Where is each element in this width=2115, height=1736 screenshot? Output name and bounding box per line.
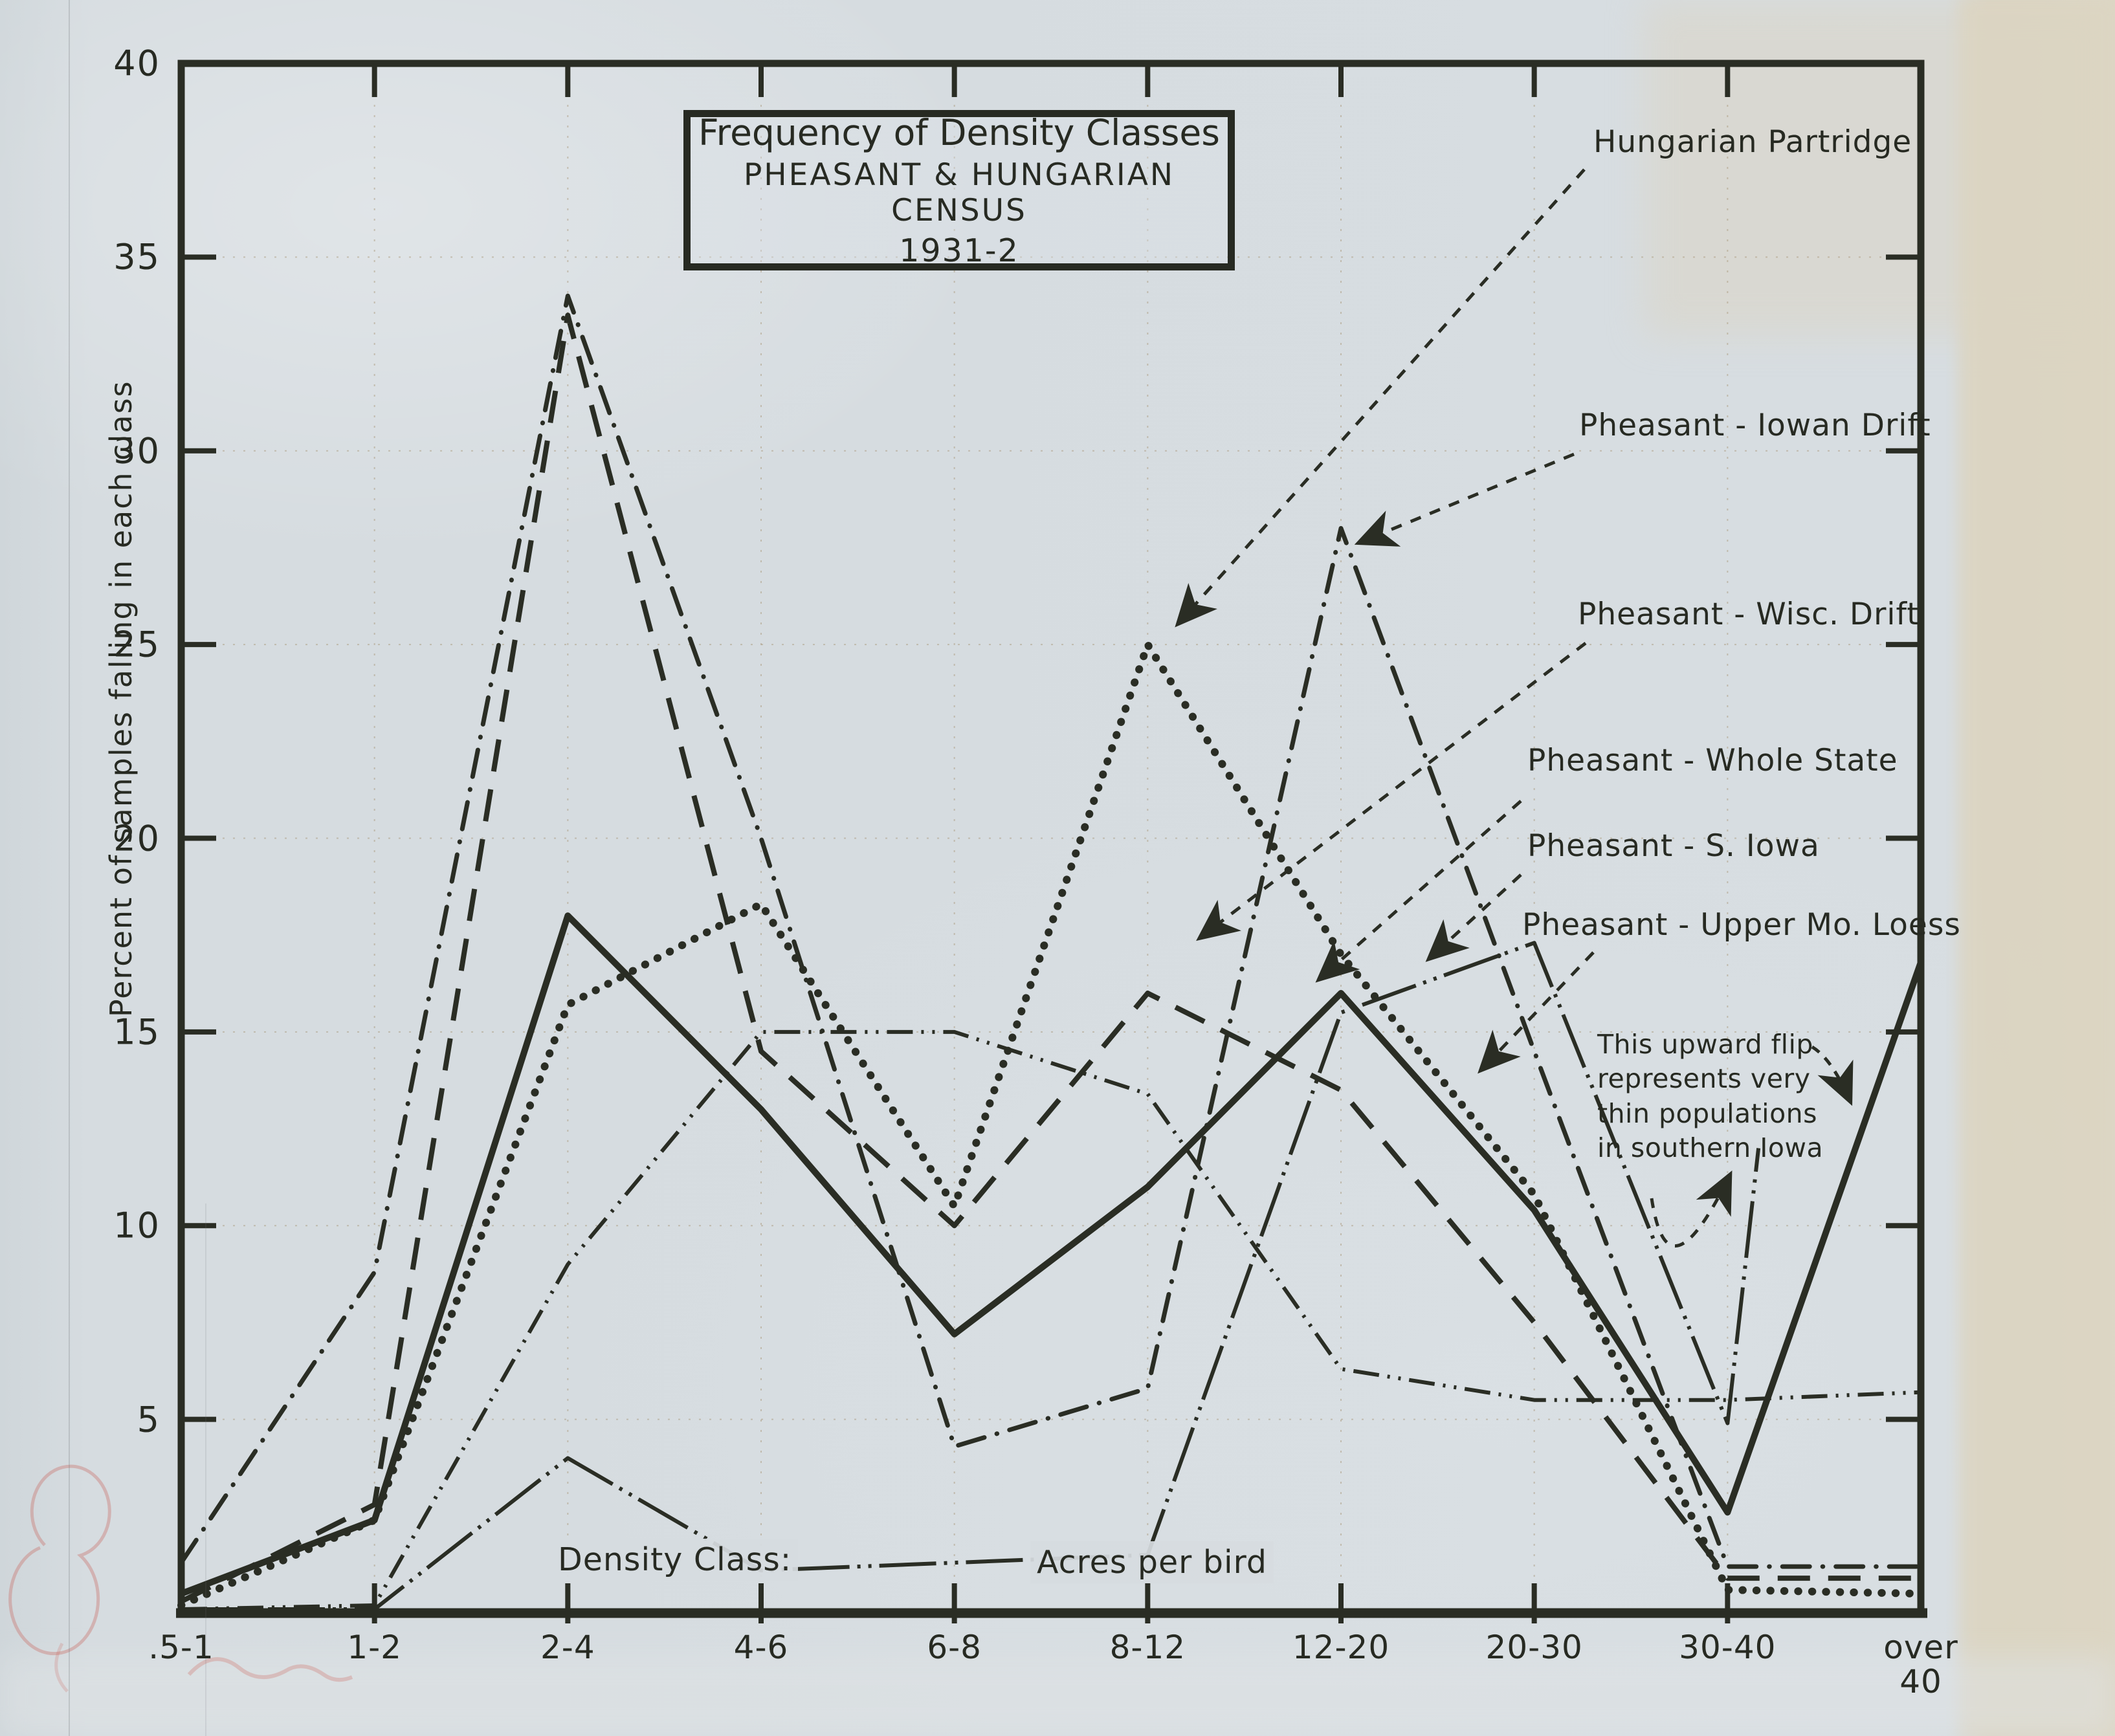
- red-pencil-marks: [8, 1464, 353, 1693]
- red-stroke: [54, 1642, 69, 1693]
- series-line-mo_loess: [181, 1029, 1921, 1612]
- legend-label-whole-state: Pheasant - Whole State: [1527, 743, 1898, 778]
- chart-title-box: Frequency of Density Classes PHEASANT & …: [683, 110, 1235, 270]
- chart-period: 1931-2: [899, 232, 1019, 269]
- y-tick-label-25: 25: [113, 624, 161, 665]
- legend-arrow-wisc: [1196, 642, 1587, 941]
- annotation-line: thin populations: [1597, 1097, 1818, 1129]
- legend-label-s-iowa: Pheasant - S. Iowa: [1527, 828, 1820, 864]
- legend-arrow-iowan: [1354, 452, 1575, 547]
- legend-arrow-mo_loess: [1478, 951, 1595, 1074]
- annotation-arrow-to-flip: [1650, 1170, 1733, 1248]
- legend-label-upper-mo-loess: Pheasant - Upper Mo. Loess: [1522, 907, 1961, 943]
- x-tick-label-12-20: 12-20: [1292, 1629, 1390, 1666]
- red-handwriting-scribble: [187, 1657, 353, 1682]
- annotation-line: This upward flip: [1597, 1029, 1813, 1060]
- legend-arrow-whole_state: [1315, 800, 1522, 983]
- x-axis-label-density-class: Density Class:: [551, 1539, 799, 1581]
- y-tick-label-15: 15: [113, 1011, 161, 1053]
- axes-frame: [176, 60, 1927, 1623]
- legend-label-iowan-drift: Pheasant - Iowan Drift: [1579, 408, 1931, 443]
- y-tick-label-40: 40: [113, 43, 161, 84]
- x-tick-label-.5-1: .5-1: [148, 1629, 214, 1666]
- x-axis-label-acres-per-bird: Acres per bird: [1030, 1541, 1274, 1583]
- y-tick-label-20: 20: [113, 818, 161, 859]
- x-tick-label-8-12: 8-12: [1109, 1629, 1186, 1666]
- series-line-whole_state: [178, 912, 1924, 1598]
- upward-flip-annotation: This upward flip represents very thin po…: [1597, 1027, 1823, 1165]
- red-circle-scribble: [8, 1464, 111, 1656]
- annotation-line: represents very: [1597, 1063, 1811, 1095]
- x-tick-label-over 40: over 40: [1883, 1629, 1958, 1700]
- data-series-lines: [177, 293, 1925, 1612]
- y-tick-label-5: 5: [137, 1399, 161, 1440]
- x-tick-label-1-2: 1-2: [347, 1629, 402, 1666]
- series-line-wisc: [180, 313, 1921, 1604]
- legend-label-wisc-drift: Pheasant - Wisc. Drift: [1578, 597, 1920, 632]
- legend-label-hungarian-partridge: Hungarian Partridge: [1593, 124, 1912, 160]
- x-tick-label-20-30: 20-30: [1485, 1629, 1583, 1666]
- y-tick-label-35: 35: [113, 236, 161, 278]
- x-tick-label-30-40: 30-40: [1679, 1629, 1777, 1666]
- annotation-line: in southern Iowa: [1597, 1132, 1824, 1163]
- legend-arrow-hungarian: [1175, 168, 1586, 628]
- y-tick-label-10: 10: [113, 1205, 161, 1246]
- series-line-hungarian: [177, 641, 1925, 1610]
- y-tick-label-30: 30: [113, 430, 161, 472]
- chart-title: Frequency of Density Classes: [698, 111, 1220, 153]
- legend-arrows: [1175, 168, 1854, 1248]
- annotation-arrow-right: [1811, 1045, 1854, 1106]
- chart-subtitle: PHEASANT & HUNGARIAN CENSUS: [743, 157, 1175, 228]
- x-tick-label-4-6: 4-6: [733, 1629, 789, 1666]
- x-tick-label-6-8: 6-8: [927, 1629, 982, 1666]
- x-tick-label-2-4: 2-4: [540, 1629, 595, 1666]
- series-line-s_iowa: [181, 941, 1761, 1612]
